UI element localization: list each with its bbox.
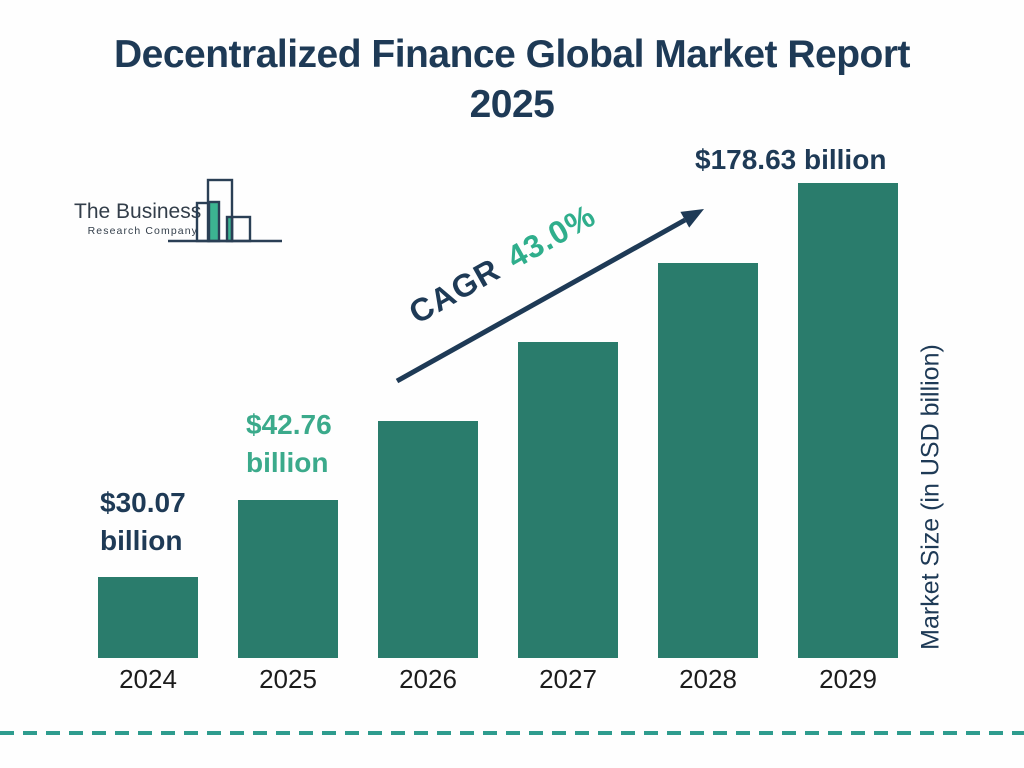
bar-2029 xyxy=(798,183,898,658)
value-label-2029-amount: $178.63 billion xyxy=(695,144,887,175)
bar-2027 xyxy=(518,342,618,658)
page-title: Decentralized Finance Global Market Repo… xyxy=(0,30,1024,130)
x-axis-label-2026: 2026 xyxy=(399,664,457,694)
company-name: The Business xyxy=(74,200,202,223)
x-axis-label-2029: 2029 xyxy=(819,664,877,694)
x-axis-label-2027: 2027 xyxy=(539,664,597,694)
company-subtitle: Research Company xyxy=(87,225,198,237)
x-axis-label-2025: 2025 xyxy=(259,664,317,694)
value-label-2025-unit: billion xyxy=(246,447,329,478)
bottom-dashed-divider xyxy=(0,731,1024,735)
cagr-label: CAGR xyxy=(402,251,507,331)
cagr-value: 43.0% xyxy=(500,196,602,276)
bar-2024 xyxy=(98,577,198,658)
bar-2026 xyxy=(378,421,478,658)
bar-chart-logo-icon xyxy=(168,178,282,243)
value-label-2024-unit: billion xyxy=(100,525,183,556)
bar-2025 xyxy=(238,500,338,658)
company-logo-text: The Business Research Company xyxy=(74,200,202,237)
page-title-line2: 2025 xyxy=(469,83,555,126)
value-label-2025-amount: $42.76 xyxy=(246,409,332,440)
y-axis-label: Market Size (in USD billion) xyxy=(916,344,945,650)
x-axis-label-2024: 2024 xyxy=(119,664,177,694)
value-label-2025: $42.76 billion xyxy=(246,406,332,482)
cagr-annotation: CAGR43.0% xyxy=(403,197,602,332)
value-label-2024: $30.07 billion xyxy=(100,484,186,560)
page-title-line1: Decentralized Finance Global Market Repo… xyxy=(113,33,911,76)
value-label-2024-amount: $30.07 xyxy=(100,487,186,518)
value-label-2029: $178.63 billion xyxy=(695,141,886,179)
bar-2028 xyxy=(658,263,758,658)
x-axis-label-2028: 2028 xyxy=(679,664,737,694)
